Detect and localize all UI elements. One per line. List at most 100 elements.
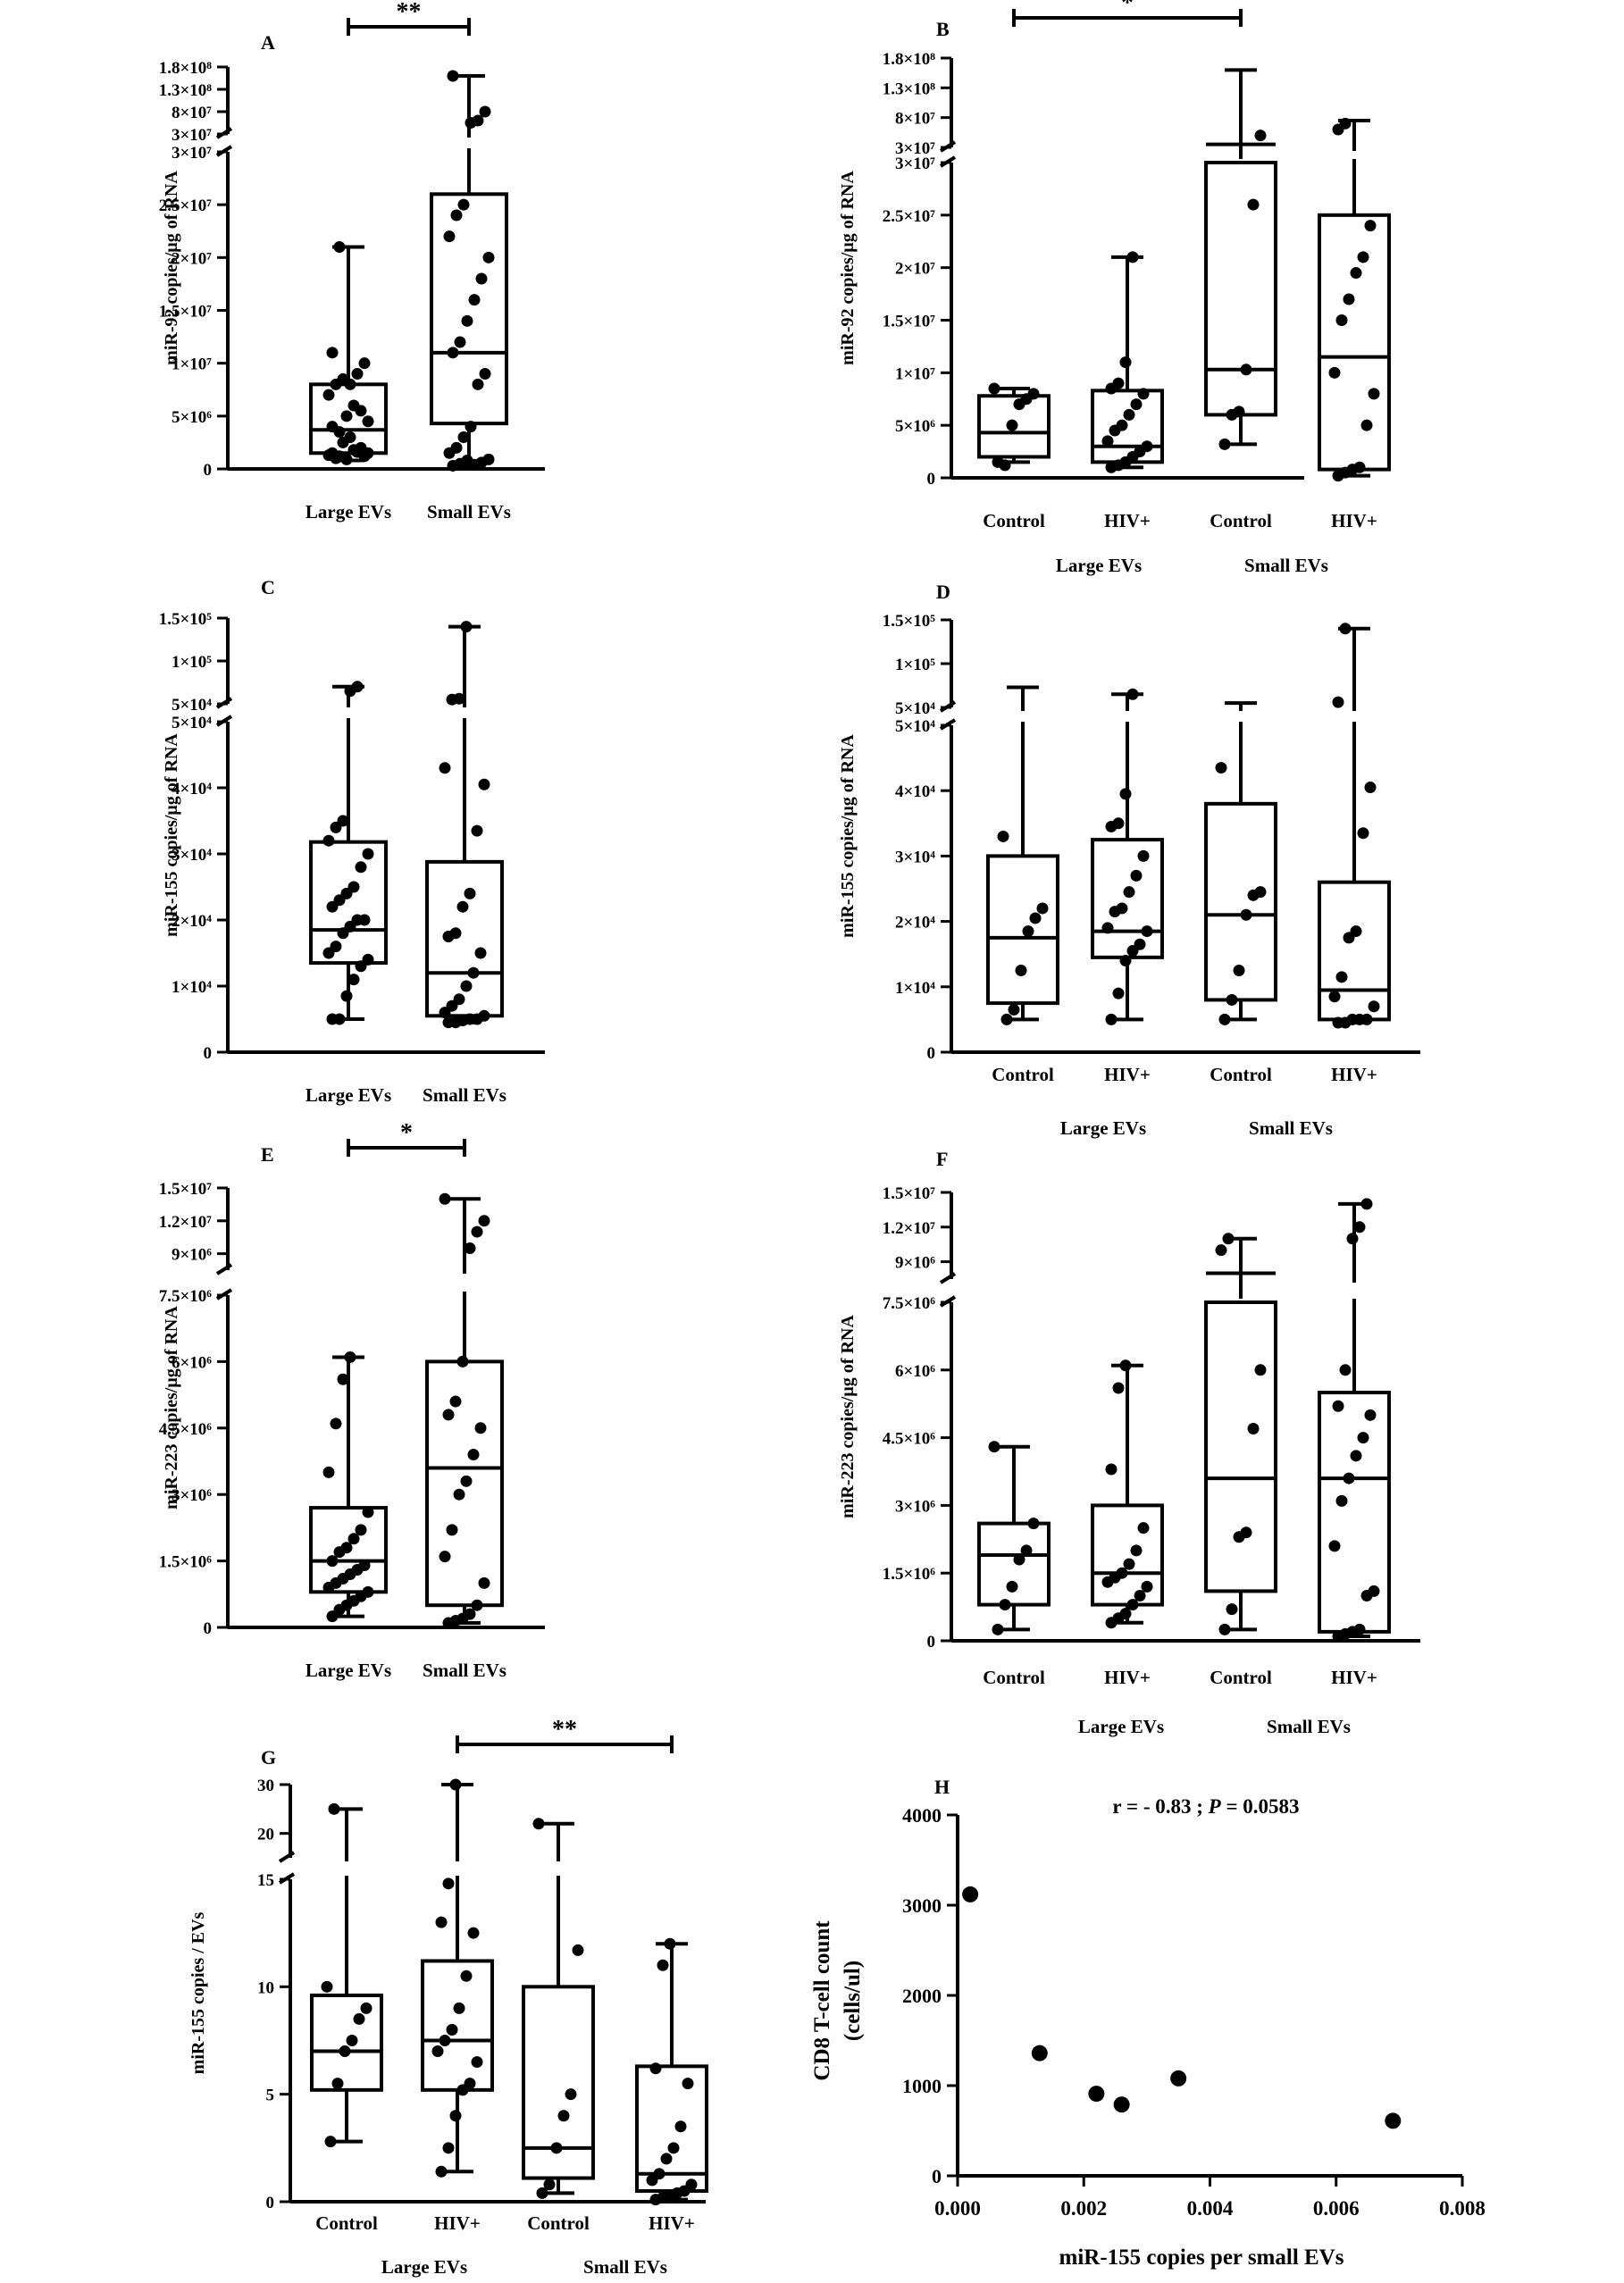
data-point bbox=[355, 1524, 367, 1536]
data-point bbox=[1350, 267, 1362, 280]
data-point bbox=[457, 198, 470, 211]
y-tick-label: 0 bbox=[927, 1044, 936, 1063]
data-point bbox=[321, 1980, 333, 1993]
data-point bbox=[1353, 1623, 1366, 1635]
y-tick-label: 3×10⁷ bbox=[895, 155, 935, 173]
y-tick-label: 1.3×10⁸ bbox=[883, 79, 936, 98]
data-point bbox=[453, 692, 465, 705]
data-point bbox=[450, 441, 463, 454]
data-point bbox=[478, 1576, 490, 1589]
data-point bbox=[1015, 965, 1027, 976]
y-tick-label: 1×10⁴ bbox=[895, 979, 935, 998]
data-point bbox=[330, 1417, 342, 1430]
data-point bbox=[992, 1623, 1004, 1635]
data-point bbox=[1137, 849, 1150, 862]
x-tick-label: HIV+ bbox=[434, 2212, 481, 2234]
data-point bbox=[1027, 388, 1040, 400]
y-tick-label: 4.5×10⁶ bbox=[883, 1430, 936, 1449]
data-point bbox=[344, 431, 356, 443]
y-tick-label: 1.5×10⁵ bbox=[883, 612, 936, 631]
data-point bbox=[1328, 991, 1341, 1003]
data-point bbox=[1116, 1567, 1128, 1579]
x-tick-label: Control bbox=[1210, 510, 1272, 531]
y-tick-label: 3×10⁴ bbox=[895, 848, 935, 866]
data-point bbox=[1126, 251, 1139, 263]
data-point bbox=[346, 2035, 358, 2046]
y-tick-label: 1000 bbox=[902, 2075, 942, 2097]
data-point bbox=[1134, 1589, 1146, 1601]
data-point bbox=[1006, 419, 1018, 431]
data-point bbox=[355, 861, 367, 874]
y-tick-label: 2×10⁷ bbox=[895, 260, 935, 279]
y-tick-label: 4×10⁴ bbox=[895, 782, 935, 801]
data-point bbox=[1137, 1522, 1150, 1535]
x-tick-label: Control bbox=[527, 2212, 590, 2234]
data-point bbox=[340, 453, 353, 465]
y-tick-label: 2×10⁴ bbox=[895, 914, 935, 932]
y-tick-label: 1.5×10⁷ bbox=[883, 1184, 936, 1203]
panel-label: D bbox=[936, 581, 950, 603]
x-tick-label: HIV+ bbox=[1104, 1064, 1151, 1085]
data-point bbox=[962, 1886, 979, 1902]
data-point bbox=[333, 1013, 346, 1025]
y-tick-label: 0 bbox=[927, 470, 936, 489]
data-point bbox=[1027, 1518, 1040, 1530]
data-point bbox=[330, 941, 342, 953]
data-point bbox=[443, 230, 456, 243]
data-point bbox=[439, 1551, 451, 1563]
x-tick-label: Control bbox=[983, 510, 1045, 531]
data-point bbox=[465, 421, 477, 433]
data-point bbox=[467, 966, 480, 979]
y-tick-label: 1.2×10⁷ bbox=[159, 1213, 213, 1232]
data-point bbox=[454, 336, 466, 348]
y-tick-label: 1.5×10⁶ bbox=[883, 1565, 936, 1584]
data-point bbox=[1357, 251, 1369, 263]
y-tick-label: 0 bbox=[204, 461, 213, 480]
y-tick-label: 1.5×10⁵ bbox=[159, 610, 213, 629]
data-point bbox=[1020, 1544, 1033, 1557]
data-point bbox=[1119, 788, 1132, 800]
data-point bbox=[479, 368, 491, 380]
panel-label: F bbox=[936, 1148, 948, 1170]
data-point bbox=[1343, 1472, 1355, 1484]
box bbox=[1204, 161, 1277, 417]
x-tick-label: Control bbox=[315, 2212, 378, 2234]
y-tick-label: 1×10⁵ bbox=[172, 653, 212, 672]
data-point bbox=[472, 114, 484, 127]
data-point bbox=[324, 2136, 337, 2148]
data-point bbox=[1123, 1558, 1135, 1570]
data-point bbox=[1247, 1422, 1260, 1434]
data-point bbox=[471, 1225, 483, 1238]
data-point bbox=[1137, 388, 1150, 400]
group-label: Small EVs bbox=[1249, 1117, 1333, 1139]
y-tick-label: 0 bbox=[266, 2194, 275, 2212]
box bbox=[1318, 1391, 1391, 1634]
x-tick-label: HIV+ bbox=[1104, 1667, 1151, 1688]
data-point bbox=[482, 453, 495, 465]
data-point bbox=[1126, 1599, 1139, 1611]
data-point bbox=[330, 452, 342, 464]
data-point bbox=[340, 410, 353, 422]
data-point bbox=[460, 621, 473, 633]
data-point bbox=[1141, 440, 1153, 453]
data-point bbox=[472, 378, 484, 390]
x-tick-label: HIV+ bbox=[1331, 1667, 1377, 1688]
data-point bbox=[1233, 965, 1245, 976]
data-point bbox=[337, 1373, 349, 1385]
data-point bbox=[358, 1560, 371, 1572]
data-point bbox=[478, 1215, 490, 1227]
data-point bbox=[997, 830, 1009, 842]
data-point bbox=[1350, 925, 1362, 938]
y-tick-label: 4000 bbox=[902, 1804, 942, 1827]
y-tick-label: 1×10⁷ bbox=[172, 355, 212, 374]
data-point bbox=[1254, 130, 1267, 142]
data-point bbox=[439, 1192, 451, 1205]
data-point bbox=[435, 2165, 448, 2178]
group-label: Large EVs bbox=[381, 2256, 467, 2278]
data-point bbox=[464, 1242, 476, 1254]
data-point bbox=[1022, 925, 1034, 938]
data-point bbox=[1368, 1585, 1380, 1597]
x-tick-label: Large EVs bbox=[306, 501, 391, 523]
box bbox=[1318, 213, 1391, 472]
chart-G: G 0 5 10 15 20 30 miR-155 copies / EVs Control HI… bbox=[188, 1716, 708, 2278]
